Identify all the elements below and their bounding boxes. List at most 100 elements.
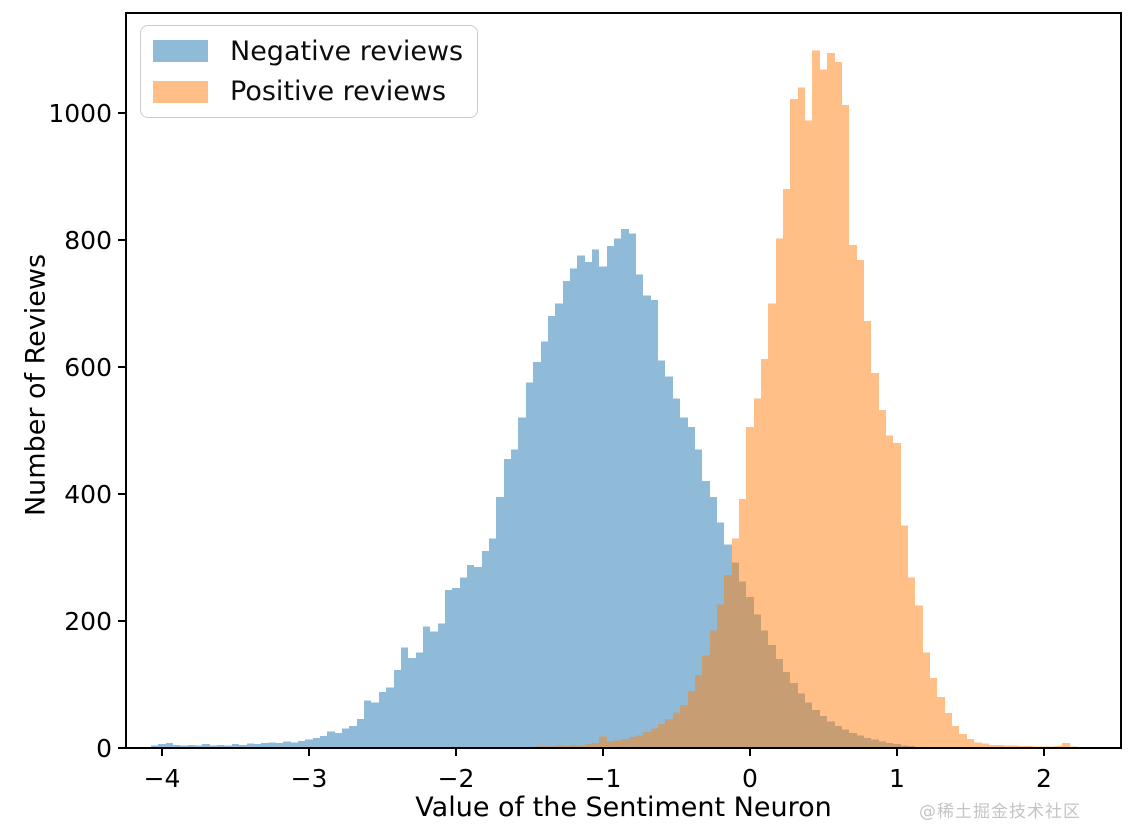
histogram-bar-negative bbox=[364, 700, 371, 748]
histogram-bar-negative bbox=[423, 626, 430, 748]
histogram-bar-positive bbox=[585, 744, 592, 748]
histogram-bar-negative bbox=[224, 745, 232, 748]
histogram-bar-positive bbox=[879, 410, 886, 748]
histogram-bar-negative bbox=[555, 303, 563, 748]
negative-series-swatch-icon bbox=[153, 40, 208, 63]
histogram-bar-positive bbox=[665, 718, 673, 748]
y-tick-label: 600 bbox=[64, 353, 112, 382]
histogram-bar-negative bbox=[210, 745, 217, 748]
histogram-bar-negative bbox=[629, 233, 636, 749]
histogram-bar-negative bbox=[357, 718, 364, 748]
histogram-bar-positive bbox=[739, 498, 746, 748]
histogram-bar-negative bbox=[430, 631, 438, 748]
histogram-bar-negative bbox=[335, 732, 342, 748]
histogram-bar-positive bbox=[717, 604, 724, 748]
histogram-bar-positive bbox=[820, 69, 827, 749]
legend-item-positive: Positive reviews bbox=[153, 76, 477, 107]
histogram-bar-negative bbox=[599, 266, 607, 748]
histogram-bar-negative bbox=[166, 742, 173, 748]
histogram-bar-positive bbox=[871, 373, 879, 748]
x-tick-label: −1 bbox=[585, 764, 622, 793]
histogram-bar-negative bbox=[474, 566, 482, 748]
histogram-bar-negative bbox=[305, 739, 313, 748]
y-tick-label: 800 bbox=[64, 226, 112, 255]
histogram-bar-negative bbox=[261, 742, 269, 748]
histogram-bar-negative bbox=[291, 742, 298, 748]
histogram-bar-positive bbox=[599, 736, 607, 748]
histogram-bar-negative bbox=[504, 458, 511, 748]
histogram-bar-positive bbox=[798, 87, 805, 748]
histogram-bar-negative bbox=[592, 249, 599, 749]
histogram-bar-negative bbox=[621, 228, 629, 748]
histogram-bar-negative bbox=[614, 238, 621, 748]
histogram-bar-negative bbox=[276, 742, 283, 748]
histogram-bar-negative bbox=[541, 341, 548, 748]
x-tick-label: 2 bbox=[1036, 764, 1052, 793]
positive-series-swatch-icon bbox=[153, 80, 208, 103]
histogram-bar-positive bbox=[908, 577, 915, 748]
histogram-bar-negative bbox=[702, 481, 710, 748]
histogram-bar-positive bbox=[857, 260, 864, 748]
histogram-bar-negative bbox=[379, 692, 386, 748]
histogram-bar-negative bbox=[232, 744, 239, 748]
histogram-bar-positive bbox=[555, 745, 563, 748]
legend: Negative reviews Positive reviews bbox=[140, 25, 478, 118]
legend-label-negative: Negative reviews bbox=[230, 35, 464, 67]
histogram-bar-positive bbox=[1062, 742, 1070, 748]
histogram-bar-positive bbox=[680, 704, 688, 748]
histogram-bar-negative bbox=[636, 274, 643, 748]
histogram-bar-negative bbox=[239, 744, 247, 748]
y-tick-label: 400 bbox=[64, 480, 112, 509]
histogram-bar-positive bbox=[982, 743, 989, 748]
histogram-bar-negative bbox=[460, 577, 467, 748]
histogram-bar-positive bbox=[1011, 745, 1018, 748]
histogram-bar-negative bbox=[320, 735, 327, 748]
histogram-bar-positive bbox=[702, 655, 710, 748]
histogram-bar-negative bbox=[202, 744, 210, 748]
histogram-bar-positive bbox=[915, 605, 923, 748]
histogram-bar-negative bbox=[658, 360, 665, 748]
histogram-bar-positive bbox=[621, 739, 629, 748]
histogram-bar-positive bbox=[959, 734, 967, 748]
histogram-bar-positive bbox=[651, 728, 658, 748]
histogram-bar-negative bbox=[511, 449, 518, 748]
histogram-bar-positive bbox=[812, 50, 820, 749]
histogram-bar-positive bbox=[945, 713, 952, 748]
histogram-bar-negative bbox=[643, 295, 651, 748]
histogram-bar-negative bbox=[188, 744, 195, 748]
histogram-bar-negative bbox=[349, 725, 357, 748]
histogram-bar-positive bbox=[901, 525, 908, 748]
histogram-bar-negative bbox=[269, 742, 276, 748]
histogram-bar-positive bbox=[989, 744, 996, 748]
histogram-bar-negative bbox=[151, 745, 158, 748]
histogram-bar-positive bbox=[974, 742, 982, 748]
y-tick-label: 0 bbox=[96, 734, 112, 763]
histogram-bar-positive bbox=[724, 575, 732, 748]
histogram-bar-positive bbox=[768, 303, 776, 748]
histogram-bar-negative bbox=[452, 587, 460, 748]
histogram-bar-positive bbox=[673, 712, 680, 748]
histogram-bar-negative bbox=[195, 745, 202, 748]
histogram-bar-negative bbox=[467, 565, 474, 748]
histogram-bar-negative bbox=[496, 497, 504, 748]
histogram-bar-positive bbox=[835, 61, 842, 749]
histogram-bar-negative bbox=[673, 398, 680, 748]
histogram-bar-positive bbox=[746, 427, 754, 748]
y-tick-label: 1000 bbox=[48, 99, 112, 128]
histogram-bar-positive bbox=[614, 740, 621, 748]
histogram-bar-positive bbox=[754, 398, 761, 748]
histogram-bar-negative bbox=[710, 497, 717, 748]
histogram-bar-positive bbox=[952, 725, 959, 748]
histogram-bar-negative bbox=[533, 361, 541, 748]
histogram-bar-positive bbox=[658, 723, 665, 748]
histogram-bar-positive bbox=[930, 678, 937, 748]
histogram-bar-negative bbox=[688, 427, 695, 748]
histogram-bar-negative bbox=[651, 300, 658, 748]
y-tick-label: 200 bbox=[64, 607, 112, 636]
histogram-bar-negative bbox=[680, 417, 688, 748]
histogram-bar-negative bbox=[570, 268, 577, 748]
histogram-bar-positive bbox=[636, 735, 643, 748]
histogram-bar-negative bbox=[585, 262, 592, 748]
